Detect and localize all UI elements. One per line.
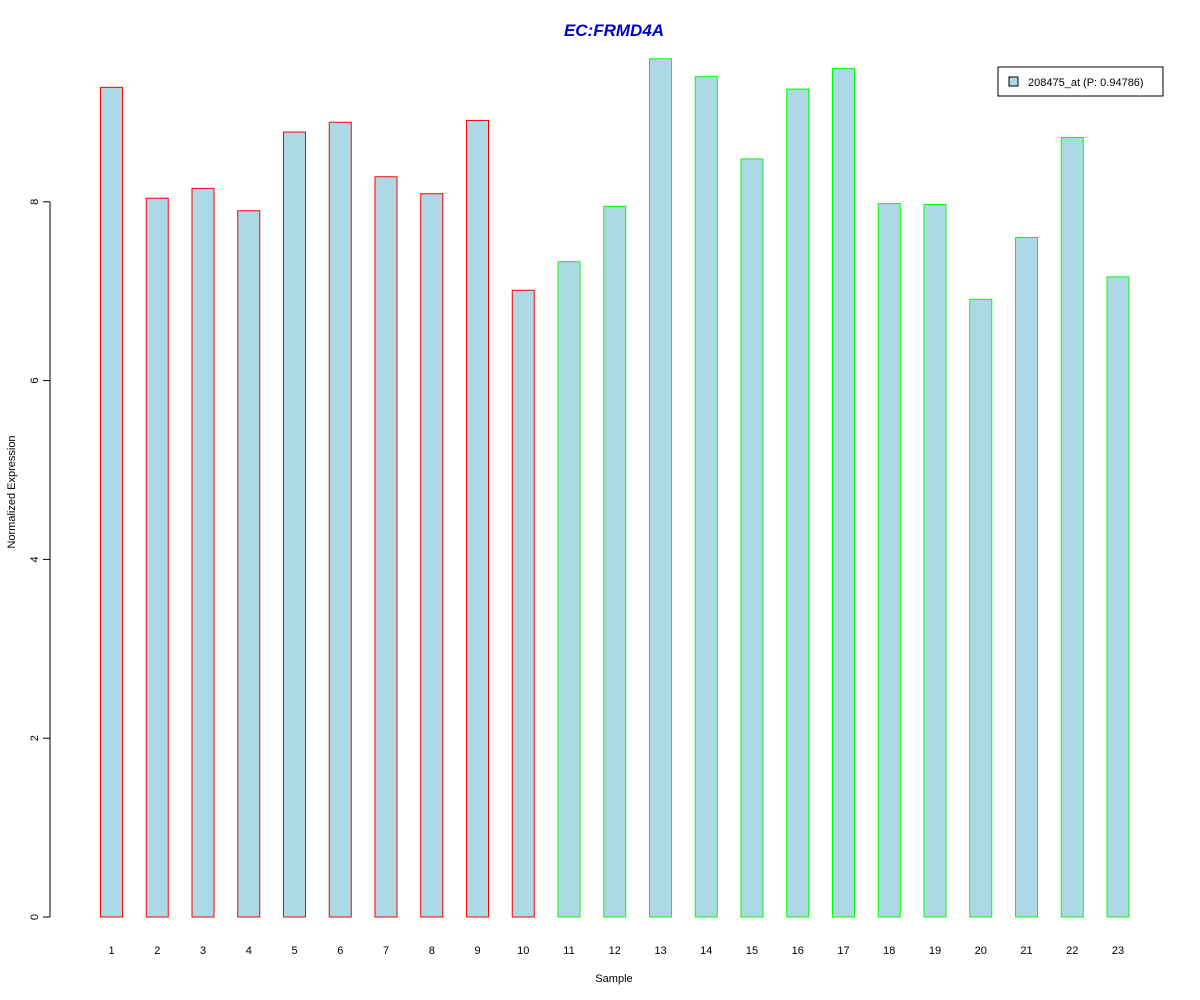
bar-sample-2 — [145, 197, 169, 918]
bar-sample-22 — [1060, 136, 1084, 918]
bar-sample-12 — [603, 205, 627, 918]
bar-sample-9 — [466, 119, 489, 918]
y-axis-tick-label: 4 — [29, 556, 41, 562]
x-axis-tick-label: 6 — [337, 945, 343, 957]
bar-sample-23 — [1106, 276, 1130, 918]
bar-sample-13 — [649, 58, 672, 918]
bar-sample-5 — [283, 131, 306, 918]
bar-sample-20 — [969, 298, 993, 918]
bar-sample-19 — [923, 203, 947, 918]
x-axis-tick-label: 11 — [563, 945, 574, 957]
bar-sample-8 — [420, 193, 444, 918]
bar-sample-11 — [557, 261, 581, 918]
x-axis-tick-label: 8 — [429, 945, 435, 957]
x-axis-tick-label: 14 — [700, 945, 712, 957]
bar-sample-3 — [191, 187, 215, 918]
legend-box — [997, 66, 1164, 97]
x-axis-tick-label: 10 — [517, 945, 529, 957]
x-axis-tick-label: 18 — [883, 945, 895, 957]
y-axis-tick-label: 2 — [29, 735, 41, 741]
legend-swatch — [1008, 76, 1019, 87]
x-axis-tick-label: 4 — [246, 945, 252, 957]
x-axis-tick-label: 9 — [474, 945, 480, 957]
bar-sample-17 — [832, 68, 855, 918]
bar-sample-21 — [1015, 237, 1038, 918]
bar-sample-4 — [237, 210, 261, 918]
bar-sample-15 — [740, 158, 764, 918]
chart-title: EC:FRMD4A — [564, 21, 664, 40]
legend: 208475_at (P: 0.94786) — [997, 66, 1164, 97]
y-axis-tick-label: 8 — [29, 199, 41, 205]
x-axis-tick-label: 13 — [654, 945, 666, 957]
bar-sample-18 — [877, 203, 901, 918]
x-axis-title: Sample — [595, 973, 632, 985]
x-axis-tick-label: 22 — [1066, 945, 1078, 957]
x-axis-tick-label: 20 — [975, 945, 987, 957]
bar-sample-14 — [694, 76, 718, 918]
x-axis-tick-label: 5 — [291, 945, 297, 957]
bar-sample-1 — [100, 86, 123, 918]
x-axis-tick-label: 16 — [792, 945, 804, 957]
x-axis-tick-label: 23 — [1112, 945, 1124, 957]
bars — [100, 58, 1130, 918]
x-axis-tick-label: 1 — [108, 945, 114, 957]
bar-sample-7 — [374, 176, 398, 918]
x-axis-tick-label: 15 — [746, 945, 758, 957]
x-axis-tick-label: 2 — [154, 945, 160, 957]
bar-sample-10 — [511, 289, 535, 918]
y-axis-title: Normalized Expression — [6, 435, 18, 548]
y-axis-tick-label: 0 — [29, 914, 41, 920]
x-axis-tick-label: 12 — [609, 945, 621, 957]
x-axis-labels: 1 2 3 4 5 6 7 8 9 10 11 12 13 14 15 16 17 18 19 20 21 22 23 — [108, 945, 1124, 957]
legend-entry-label: 208475_at (P: 0.94786) — [1028, 77, 1144, 89]
x-axis-tick-label: 7 — [383, 945, 389, 957]
x-axis-tick-label: 19 — [929, 945, 941, 957]
bar-sample-6 — [328, 121, 352, 918]
y-axis-tick-label: 6 — [29, 378, 41, 384]
x-axis-tick-label: 21 — [1020, 945, 1032, 957]
x-axis-tick-label: 17 — [837, 945, 849, 957]
y-axis: 0 2 4 6 8 — [29, 199, 51, 920]
bar-sample-16 — [786, 88, 810, 918]
x-axis-tick-label: 3 — [200, 945, 206, 957]
